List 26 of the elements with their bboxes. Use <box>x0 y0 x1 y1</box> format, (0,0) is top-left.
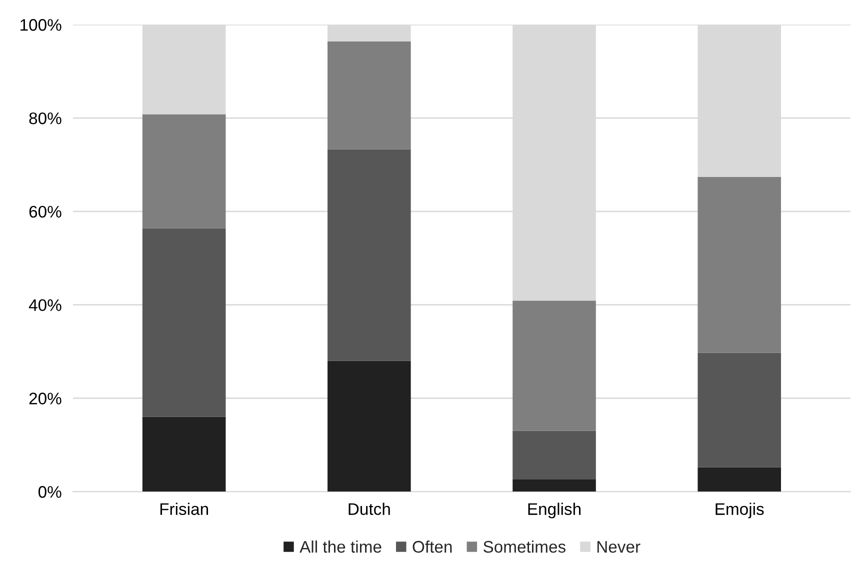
x-tick-label: Frisian <box>160 502 208 515</box>
bar <box>142 114 226 228</box>
y-tick-label: 0% <box>38 486 62 498</box>
bar <box>328 41 411 150</box>
y-tick-label: 100% <box>20 19 62 31</box>
y-tick-label: 40% <box>28 299 62 312</box>
bar <box>142 416 226 492</box>
bar <box>698 467 781 492</box>
bar <box>698 176 781 353</box>
legend-label: Never <box>597 541 640 553</box>
bar <box>328 360 411 492</box>
x-tick-label: English <box>528 502 581 518</box>
y-tick-label: 20% <box>29 392 62 404</box>
x-tick-label: Emojis <box>716 502 764 518</box>
bar <box>512 479 596 492</box>
y-tick-label: 60% <box>29 206 62 218</box>
bar <box>142 228 226 417</box>
bar <box>512 300 596 431</box>
x-tick-label: Dutch <box>348 502 390 515</box>
legend-label: Sometimes <box>483 540 566 553</box>
legend-label: All the time <box>300 540 382 553</box>
y-tick-label: 80% <box>29 112 62 124</box>
bar <box>512 430 596 480</box>
bar <box>698 352 781 468</box>
legend-label: Often <box>412 540 452 553</box>
bar <box>328 149 411 361</box>
